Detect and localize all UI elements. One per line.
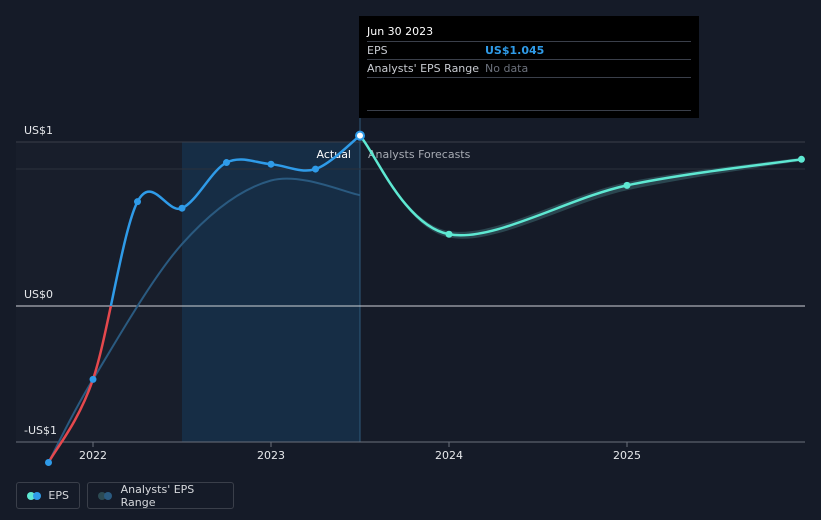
eps-forecast-point bbox=[797, 155, 805, 163]
eps-forecast-point bbox=[445, 230, 453, 238]
eps-current-point bbox=[355, 130, 365, 141]
tooltip-eps-label: EPS bbox=[367, 44, 388, 57]
legend-eps-button[interactable]: EPS bbox=[16, 482, 80, 509]
x-tick-label: 2022 bbox=[79, 449, 107, 462]
eps-actual-point bbox=[89, 375, 97, 383]
tooltip-spacer bbox=[367, 77, 691, 111]
eps-negative-line bbox=[47, 306, 113, 464]
tooltip-eps-row: EPS US$1.045 bbox=[367, 41, 691, 60]
eps-actual-point bbox=[45, 458, 52, 466]
x-tick-label: 2023 bbox=[257, 449, 285, 462]
x-tick-label: 2024 bbox=[435, 449, 463, 462]
eps-actual-point bbox=[223, 159, 230, 167]
range-smoothed-line bbox=[47, 177, 361, 463]
eps-actual-point bbox=[178, 204, 186, 212]
tooltip-date: Jun 30 2023 bbox=[367, 25, 434, 38]
y-tick-label: US$0 bbox=[24, 288, 53, 301]
legend-range-icon bbox=[98, 491, 113, 500]
tooltip-range-value: No data bbox=[485, 62, 529, 75]
eps-actual-point bbox=[312, 165, 319, 173]
eps-forecast-line bbox=[359, 134, 802, 237]
eps-forecast-point bbox=[623, 181, 631, 189]
tooltip-eps-value: US$1.045 bbox=[485, 44, 545, 57]
tooltip-range-row: Analysts' EPS Range No data bbox=[367, 59, 691, 78]
y-tick-label: -US$1 bbox=[24, 424, 57, 437]
x-tick-label: 2025 bbox=[613, 449, 641, 462]
eps-actual-point bbox=[267, 160, 275, 168]
tooltip-range-label: Analysts' EPS Range bbox=[367, 62, 480, 75]
legend-range-label: Analysts' EPS Range bbox=[120, 482, 195, 509]
forecast-label: Analysts Forecasts bbox=[368, 148, 471, 161]
tooltip: Jun 30 2023 EPS US$1.045 Analysts' EPS R… bbox=[359, 16, 699, 118]
legend-eps-icon bbox=[27, 491, 41, 500]
eps-actual-point bbox=[134, 198, 141, 206]
legend-eps-label: EPS bbox=[48, 489, 69, 502]
highlight-region bbox=[182, 142, 360, 442]
legend-range-button[interactable]: Analysts' EPS Range bbox=[87, 482, 234, 509]
y-tick-label: US$1 bbox=[24, 124, 53, 137]
